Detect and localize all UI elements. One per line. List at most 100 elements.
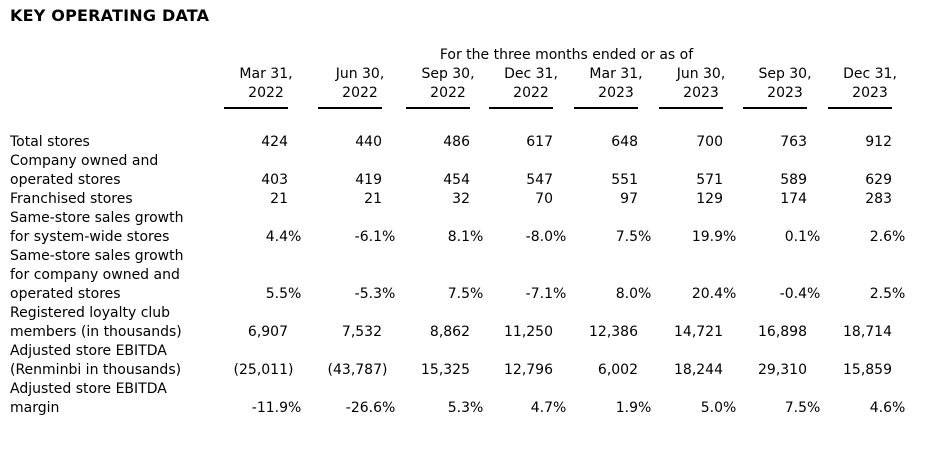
- cell-value: 617: [526, 134, 553, 150]
- data-cell: -5.3%: [354, 286, 396, 302]
- data-cell: 20.4%: [691, 286, 737, 302]
- data-cell: 617: [470, 109, 553, 152]
- data-cell: 4.4%: [265, 229, 302, 245]
- data-cell: 8.1%: [447, 229, 484, 245]
- cell-value: 571: [696, 172, 723, 188]
- data-cell: 29,310: [723, 342, 807, 380]
- table-body: Total stores 424 440 486 617 648 700 763 912 Comp…: [10, 109, 906, 418]
- data-cell: 547: [470, 152, 553, 190]
- data-cell: 763: [723, 109, 807, 152]
- row-label: Adjusted store EBITDA margin: [10, 381, 167, 416]
- column-header-rule: [318, 107, 382, 109]
- cell-value: -7.1: [525, 286, 553, 302]
- column-header-rule: [574, 107, 638, 109]
- data-cell: 32: [382, 190, 470, 209]
- data-cell: 1.9%: [615, 400, 652, 416]
- cell-value: -26.6: [345, 400, 382, 416]
- cell-value: 18,244: [674, 362, 723, 378]
- data-cell: 70: [470, 190, 553, 209]
- cell-value: 4.4: [265, 229, 288, 245]
- data-cell: 21: [288, 190, 382, 209]
- data-cell: 486: [382, 109, 470, 152]
- column-header: Dec 31, 2023: [807, 65, 897, 109]
- data-cell: 7.5%: [615, 229, 652, 245]
- cell-value: 419: [355, 172, 382, 188]
- data-cell: 551: [553, 152, 638, 190]
- data-cell: 4.6%: [869, 400, 906, 416]
- cell-value: 11,250: [504, 324, 553, 340]
- data-cell: 19.9%: [691, 229, 737, 245]
- data-cell: 589: [723, 152, 807, 190]
- cell-value: 648: [611, 134, 638, 150]
- cell-value: 5.0: [700, 400, 723, 416]
- cell-value: 0.1: [784, 229, 807, 245]
- cell-value: -6.1: [354, 229, 382, 245]
- data-cell: 18,244: [638, 342, 723, 380]
- spanner-row: For the three months ended or as of: [10, 46, 892, 65]
- cell-value: 700: [696, 134, 723, 150]
- column-header-rule: [489, 107, 553, 109]
- column-header: Dec 31, 2022: [470, 65, 558, 109]
- data-cell: 419: [288, 152, 382, 190]
- data-cell: 7.5%: [447, 286, 484, 302]
- data-cell: 440: [288, 109, 382, 152]
- cell-value: 440: [355, 134, 382, 150]
- table-row: Registered loyalty club members (in thou…: [10, 304, 892, 342]
- cell-value: 97: [620, 191, 638, 207]
- column-header: Mar 31, 2023: [553, 65, 643, 109]
- cell-value: 7,532: [341, 324, 382, 340]
- column-header-label: Dec 31, 2023: [843, 66, 897, 101]
- cell-value: (43,787: [327, 362, 382, 378]
- page-title: KEY OPERATING DATA: [10, 6, 210, 25]
- cell-value: 29,310: [758, 362, 807, 378]
- cell-value: 283: [865, 191, 892, 207]
- data-cell: 648: [553, 109, 638, 152]
- column-header-label: Sep 30, 2023: [758, 66, 812, 101]
- key-operating-data-table: For the three months ended or as of Mar …: [10, 46, 906, 418]
- column-header: Jun 30, 2023: [638, 65, 725, 109]
- data-cell: 11,250: [470, 304, 553, 342]
- cell-value: 8,862: [429, 324, 470, 340]
- cell-value: 129: [696, 191, 723, 207]
- cell-value: 4.7: [530, 400, 553, 416]
- data-cell: (43,787): [327, 362, 388, 378]
- cell-value: 6,907: [247, 324, 288, 340]
- cell-value: 12,796: [504, 362, 553, 378]
- column-header-rule: [828, 107, 892, 109]
- cell-value: 8.1: [447, 229, 470, 245]
- cell-value: 32: [452, 191, 470, 207]
- row-label: Same-store sales growth for system-wide …: [10, 210, 184, 245]
- data-cell: 12,796: [470, 342, 553, 380]
- cell-value: 7.5: [447, 286, 470, 302]
- cell-value: 5.3: [447, 400, 470, 416]
- column-header-label: Jun 30, 2022: [335, 66, 385, 101]
- data-cell: 6,002: [553, 342, 638, 380]
- table-row: Company owned and operated stores 403 419 4…: [10, 152, 892, 190]
- cell-value: 15,859: [843, 362, 892, 378]
- data-cell: 0.1%: [784, 229, 821, 245]
- column-header-label: Sep 30, 2022: [421, 66, 475, 101]
- data-cell: 7,532: [288, 304, 382, 342]
- row-label: Registered loyalty club members (in thou…: [10, 305, 182, 340]
- data-cell: 8.0%: [615, 286, 652, 302]
- column-header-spacer: [10, 65, 223, 109]
- cell-value: (25,011: [233, 362, 288, 378]
- column-header-label: Jun 30, 2023: [676, 66, 726, 101]
- data-cell: 912: [807, 109, 892, 152]
- cell-value: 21: [270, 191, 288, 207]
- cell-value: 18,714: [843, 324, 892, 340]
- table-row: Total stores 424 440 486 617 648 700 763 912: [10, 109, 892, 152]
- column-header: Jun 30, 2022: [288, 65, 384, 109]
- data-cell: 129: [638, 190, 723, 209]
- cell-value: 5.5: [265, 286, 288, 302]
- cell-value: -11.9: [251, 400, 288, 416]
- data-cell: -26.6%: [345, 400, 396, 416]
- column-header-rule: [743, 107, 807, 109]
- table-row: Franchised stores 21 21 32 70 97 129 174 283: [10, 190, 892, 209]
- data-cell: 8,862: [382, 304, 470, 342]
- cell-value: 763: [780, 134, 807, 150]
- cell-value: 403: [261, 172, 288, 188]
- data-cell: 15,859: [807, 342, 892, 380]
- cell-value: 454: [443, 172, 470, 188]
